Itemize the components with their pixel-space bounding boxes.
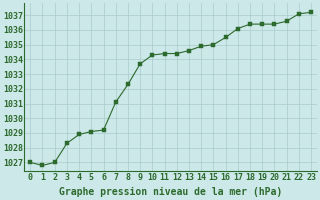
X-axis label: Graphe pression niveau de la mer (hPa): Graphe pression niveau de la mer (hPa) xyxy=(59,187,282,197)
